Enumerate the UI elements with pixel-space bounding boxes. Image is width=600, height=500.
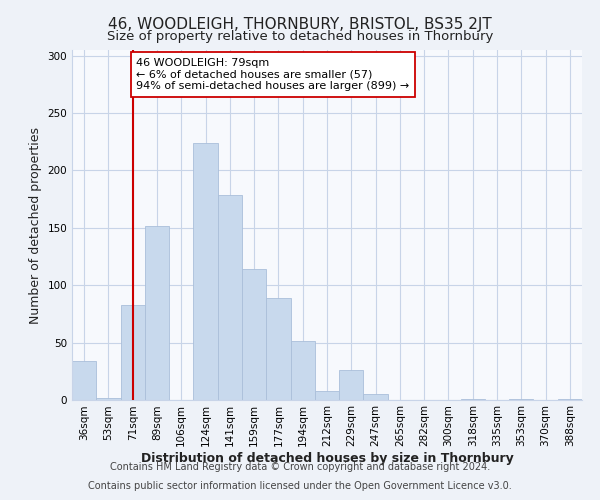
X-axis label: Distribution of detached houses by size in Thornbury: Distribution of detached houses by size …: [140, 452, 514, 465]
Bar: [290, 342, 315, 400]
Bar: [461, 399, 485, 400]
Bar: [145, 226, 169, 400]
Bar: [315, 391, 339, 400]
Y-axis label: Number of detached properties: Number of detached properties: [29, 126, 42, 324]
Bar: [364, 394, 388, 400]
Bar: [96, 398, 121, 400]
Bar: [558, 399, 582, 400]
Text: Contains public sector information licensed under the Open Government Licence v3: Contains public sector information licen…: [88, 481, 512, 491]
Bar: [339, 370, 364, 400]
Text: 46 WOODLEIGH: 79sqm
← 6% of detached houses are smaller (57)
94% of semi-detache: 46 WOODLEIGH: 79sqm ← 6% of detached hou…: [136, 58, 410, 91]
Bar: [121, 305, 145, 400]
Bar: [509, 399, 533, 400]
Bar: [72, 361, 96, 400]
Text: 46, WOODLEIGH, THORNBURY, BRISTOL, BS35 2JT: 46, WOODLEIGH, THORNBURY, BRISTOL, BS35 …: [108, 18, 492, 32]
Bar: [193, 143, 218, 400]
Bar: [266, 298, 290, 400]
Text: Contains HM Land Registry data © Crown copyright and database right 2024.: Contains HM Land Registry data © Crown c…: [110, 462, 490, 472]
Bar: [242, 269, 266, 400]
Bar: [218, 194, 242, 400]
Text: Size of property relative to detached houses in Thornbury: Size of property relative to detached ho…: [107, 30, 493, 43]
